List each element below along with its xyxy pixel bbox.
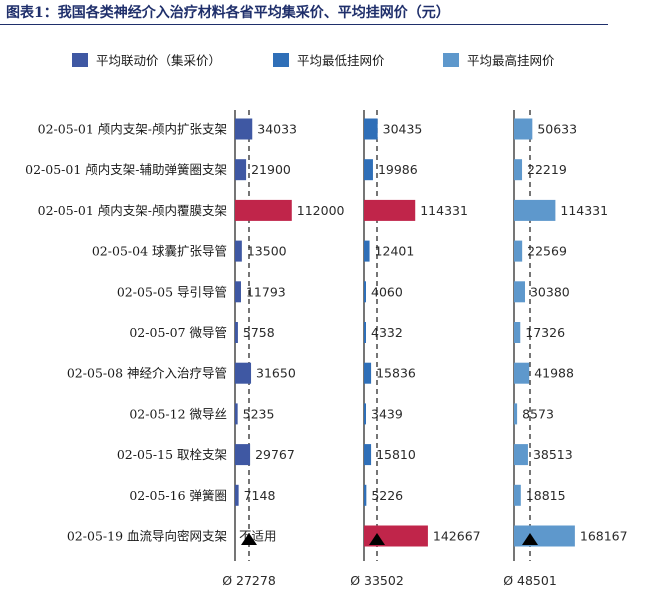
bar	[235, 240, 242, 262]
bar	[364, 322, 366, 343]
value-label: 4332	[371, 325, 403, 340]
value-label: 21900	[251, 162, 291, 177]
legend-swatch-series-1	[273, 52, 289, 67]
value-label: 7148	[244, 488, 276, 503]
bar	[514, 444, 528, 466]
category-label: 02-05-05 导引导管	[117, 284, 227, 299]
average-label: Ø 33502	[350, 573, 404, 588]
bar	[364, 118, 378, 140]
category-label: 02-05-01 颅内支架-颅内覆膜支架	[38, 203, 227, 218]
bar	[235, 403, 238, 425]
value-label: 5235	[243, 406, 275, 421]
legend-label-series-1: 平均最低挂网价	[297, 53, 385, 68]
value-label: 114331	[420, 203, 468, 218]
category-label: 02-05-01 颅内支架-颅内扩张支架	[38, 122, 227, 137]
category-label: 02-05-07 微导管	[129, 325, 227, 340]
legend-item-series-2: 平均最高挂网价	[443, 50, 555, 69]
bar	[235, 362, 252, 384]
average-label: Ø 27278	[222, 573, 276, 588]
value-label: 17326	[525, 325, 565, 340]
category-label: 02-05-04 球囊扩张导管	[92, 244, 227, 259]
value-label: 3439	[371, 406, 403, 421]
bar	[514, 159, 523, 181]
average-label: Ø 48501	[503, 573, 557, 588]
value-label: 50633	[537, 122, 577, 137]
bar	[364, 281, 366, 303]
bar	[235, 199, 292, 221]
bar	[364, 444, 372, 466]
category-label: 02-05-08 神经介入治疗导管	[67, 366, 227, 381]
legend-item-series-0: 平均联动价（集采价）	[72, 50, 221, 69]
value-label: 112000	[297, 203, 345, 218]
bar	[235, 444, 251, 466]
bar	[235, 118, 253, 140]
value-label: 15836	[376, 366, 416, 381]
title-divider	[0, 24, 608, 25]
value-label: 13500	[247, 244, 287, 259]
value-label: 114331	[560, 203, 608, 218]
bar	[514, 362, 530, 384]
category-label: 02-05-01 颅内支架-辅助弹簧圈支架	[25, 162, 227, 177]
bar	[514, 484, 521, 506]
bar	[514, 240, 523, 262]
bar	[514, 281, 525, 303]
value-label: 142667	[433, 529, 481, 544]
value-label: 8573	[522, 406, 554, 421]
bar	[364, 362, 372, 384]
value-label: 11793	[246, 284, 286, 299]
average-marker	[241, 533, 257, 545]
value-label: 22219	[527, 162, 567, 177]
value-label: 15810	[376, 447, 416, 462]
value-label: 5758	[243, 325, 275, 340]
bar	[514, 322, 521, 343]
value-label: 5226	[371, 488, 403, 503]
bar	[235, 322, 238, 343]
bar	[364, 199, 416, 221]
legend: 平均联动价（集采价） 平均最低挂网价 平均最高挂网价	[0, 50, 650, 70]
value-label: 22569	[527, 244, 567, 259]
value-label: 4060	[371, 284, 403, 299]
bar	[364, 240, 370, 262]
legend-swatch-series-0	[72, 52, 88, 67]
value-label: 18815	[526, 488, 566, 503]
category-label: 02-05-15 取栓支架	[117, 447, 227, 462]
bar	[235, 281, 241, 303]
category-label: 02-05-19 血流导向密网支架	[67, 529, 227, 544]
bar	[364, 484, 367, 506]
category-label: 02-05-12 微导丝	[129, 406, 227, 421]
value-label: 30435	[383, 122, 423, 137]
bar	[364, 403, 366, 425]
value-label: 30380	[530, 284, 570, 299]
value-label: 12401	[375, 244, 415, 259]
value-label: 41988	[534, 366, 574, 381]
value-label: 168167	[580, 529, 628, 544]
value-label: 29767	[255, 447, 295, 462]
bar	[364, 159, 373, 181]
value-label: 19986	[378, 162, 418, 177]
bar	[514, 199, 556, 221]
category-label: 02-05-16 弹簧圈	[129, 488, 227, 503]
legend-swatch-series-2	[443, 52, 459, 67]
average-marker	[522, 533, 538, 545]
chart-title: 图表1：我国各类神经介入治疗材料各省平均集采价、平均挂网价（元）	[6, 5, 450, 21]
legend-item-series-1: 平均最低挂网价	[273, 50, 385, 69]
value-label: 31650	[256, 366, 296, 381]
legend-label-series-2: 平均最高挂网价	[467, 53, 555, 68]
bar	[235, 484, 239, 506]
value-label: 38513	[533, 447, 573, 462]
legend-label-series-0: 平均联动价（集采价）	[96, 53, 222, 68]
bar	[514, 118, 533, 140]
bar	[514, 403, 518, 425]
value-label: 34033	[257, 122, 297, 137]
bar	[235, 159, 247, 181]
average-marker	[369, 533, 385, 545]
